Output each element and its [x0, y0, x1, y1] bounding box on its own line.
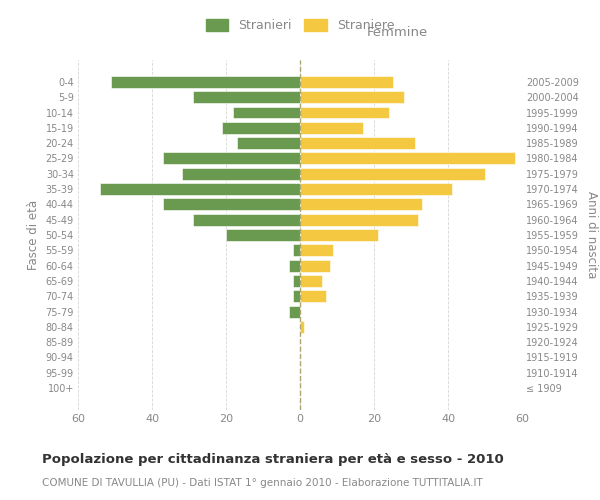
Bar: [300, 260, 329, 272]
Bar: [100, 183, 300, 195]
Bar: [293, 290, 300, 302]
Text: COMUNE DI TAVULLIA (PU) - Dati ISTAT 1° gennaio 2010 - Elaborazione TUTTITALIA.I: COMUNE DI TAVULLIA (PU) - Dati ISTAT 1° …: [42, 478, 483, 488]
Bar: [163, 152, 300, 164]
Bar: [300, 183, 452, 195]
Bar: [300, 290, 326, 302]
Bar: [300, 152, 515, 164]
Bar: [300, 168, 485, 179]
Y-axis label: Anni di nascita: Anni di nascita: [586, 192, 598, 278]
Bar: [226, 229, 300, 241]
Bar: [293, 244, 300, 256]
Bar: [193, 214, 300, 226]
Y-axis label: Fasce di età: Fasce di età: [27, 200, 40, 270]
Bar: [300, 198, 422, 210]
Bar: [300, 137, 415, 149]
Bar: [300, 106, 389, 118]
Bar: [233, 106, 300, 118]
Bar: [300, 122, 363, 134]
Bar: [112, 76, 300, 88]
Bar: [300, 91, 404, 103]
Bar: [300, 214, 418, 226]
Bar: [300, 244, 334, 256]
Bar: [182, 168, 300, 179]
Text: Femmine: Femmine: [367, 26, 428, 39]
Bar: [300, 275, 322, 287]
Text: Popolazione per cittadinanza straniera per età e sesso - 2010: Popolazione per cittadinanza straniera p…: [42, 452, 504, 466]
Bar: [300, 229, 378, 241]
Bar: [293, 275, 300, 287]
Legend: Stranieri, Straniere: Stranieri, Straniere: [201, 14, 399, 37]
Bar: [289, 260, 300, 272]
Bar: [300, 321, 304, 333]
Bar: [289, 306, 300, 318]
Bar: [223, 122, 300, 134]
Bar: [237, 137, 300, 149]
Bar: [300, 76, 392, 88]
Bar: [163, 198, 300, 210]
Bar: [193, 91, 300, 103]
